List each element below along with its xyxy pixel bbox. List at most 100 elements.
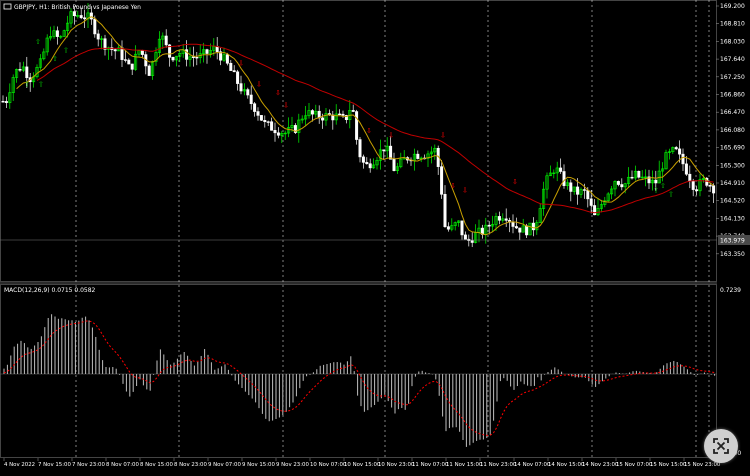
candle-body [113,49,117,52]
candle-body [321,117,325,121]
candle-body [8,92,12,103]
candle-body [270,121,274,131]
candle-body [395,166,399,171]
candle-body [450,225,454,230]
candle-body [147,65,151,76]
candle-body [440,166,444,195]
candle-body [361,156,365,163]
candle-body [497,216,501,221]
candle-body [661,168,665,172]
candle-body [15,69,19,78]
candle-body [504,218,508,221]
candle-body [419,157,423,160]
time-axis-label: 14 Nov 23:00 [582,462,619,468]
time-axis-label: 14 Nov 15:00 [548,462,585,468]
candle-body [453,222,457,226]
candle-body [154,52,158,62]
candle-body [164,35,168,46]
candle-body [314,110,318,115]
fractal-up-marker: ⇧ [52,55,58,63]
time-axis-label: 11 Nov 23:00 [480,462,517,468]
price-axis-label: 169.200 [720,3,745,10]
candle-body [684,163,688,175]
candle-body [569,182,573,192]
candle-body [521,225,525,233]
candle-body [290,125,294,128]
candle-body [671,147,675,153]
candle-body [66,22,70,31]
time-axis-label: 10 Nov 23:00 [378,462,415,468]
candle-body [236,71,240,84]
macd-label: MACD(12,26,9) 0.0715 0.0582 [4,287,96,294]
candle-body [562,171,566,186]
candle-body [565,182,569,186]
fractal-markers: ⇧⇧⇧⇧ ⇧⇧⇧⇧⇩⇩⇩⇩⇩⇩ ⇩⇩⇩⇩ [24,38,674,198]
candle-body [123,59,127,61]
candle-body [691,180,695,190]
candle-body [79,15,83,19]
candle-body [372,164,376,169]
fractal-down-marker: ⇩ [366,127,372,135]
candle-body [627,176,631,184]
fractal-down-marker: ⇩ [450,182,456,190]
screenshot-button[interactable] [704,429,738,463]
candle-body [542,188,546,209]
candle-body [341,113,345,116]
candle-body [644,176,648,178]
fractal-down-marker: ⇩ [275,89,281,97]
candle-body [681,153,685,165]
candle-body [338,113,342,116]
candle-body [555,167,559,174]
candle-body [287,127,291,134]
candle-body [242,89,246,92]
fractal-up-marker: ⇧ [24,80,30,88]
price-axis-label: 166.860 [720,92,745,99]
candle-body [59,36,63,38]
candle-body [695,189,699,192]
candle-body [358,139,362,158]
candle-body [21,66,25,71]
fractal-up-marker: ⇧ [63,47,69,55]
candle-body [283,132,287,135]
time-axis-label: 8 Nov 15:00 [140,462,173,468]
candle-body [667,151,671,153]
candle-body [134,53,138,70]
candle-body [100,38,104,40]
price-axis-label: 165.690 [720,145,745,152]
candle-body [426,153,430,159]
candle-body [593,205,597,216]
candle-body [334,113,338,121]
candle-body [525,225,529,236]
candle-body [304,115,308,120]
price-axis: 169.200 168.810 168.030 167.640 167.250 166.8… [716,3,745,258]
price-axis-label: 167.250 [720,74,745,81]
current-price-tag: 163.979 [718,235,750,245]
candle-body [654,179,658,184]
candle-body [239,83,243,92]
candle-body [535,222,539,231]
candle-body [263,119,267,123]
price-axis-label: 164.130 [720,215,745,222]
candle-body [117,47,121,52]
macd-scale-top: 0.7239 [720,287,741,294]
candle-body [1,101,5,103]
candle-body [548,172,552,177]
candle-body [171,57,175,61]
candle-body [273,130,277,134]
time-axis-label: 10 Nov 15:00 [344,462,381,468]
candle-body [232,70,236,73]
time-axis-label: 7 Nov 23:00 [72,462,105,468]
candle-body [518,227,522,233]
candle-body [647,176,651,184]
candle-body [630,176,634,179]
candle-body [178,53,182,57]
time-axis-label: 15 Nov 15:00 [650,462,687,468]
candle-body [93,18,97,35]
candle-body [188,56,192,60]
candle-body [457,220,461,223]
fractal-down-marker: ⇩ [283,102,289,110]
candle-body [69,11,73,24]
candle-body [389,145,393,160]
